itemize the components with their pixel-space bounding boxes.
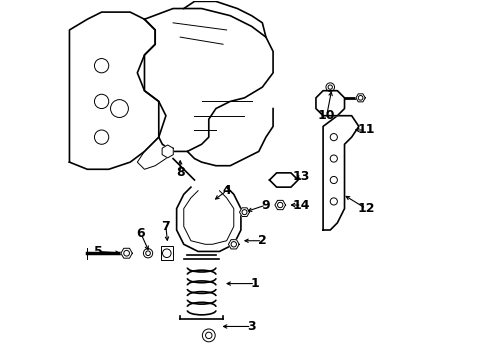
Text: 9: 9 [261, 198, 270, 212]
Polygon shape [69, 12, 165, 169]
Text: 4: 4 [222, 184, 230, 197]
Polygon shape [162, 145, 173, 158]
Text: 10: 10 [317, 109, 335, 122]
Text: 5: 5 [94, 245, 102, 258]
Polygon shape [121, 248, 132, 258]
Bar [160, 246, 173, 260]
Polygon shape [239, 208, 249, 216]
Polygon shape [228, 240, 239, 249]
Text: 14: 14 [292, 198, 310, 212]
Text: 7: 7 [161, 220, 170, 233]
Text: 8: 8 [176, 166, 184, 179]
Text: 2: 2 [258, 234, 266, 247]
Polygon shape [144, 9, 272, 152]
Text: 12: 12 [356, 202, 374, 215]
Polygon shape [274, 201, 285, 210]
Polygon shape [315, 91, 344, 116]
Text: 3: 3 [247, 320, 255, 333]
Text: 13: 13 [292, 170, 310, 183]
Text: 6: 6 [136, 227, 145, 240]
Text: 1: 1 [250, 277, 259, 290]
Polygon shape [323, 116, 358, 230]
Polygon shape [355, 94, 365, 102]
Text: 11: 11 [356, 123, 374, 136]
Polygon shape [269, 173, 298, 187]
